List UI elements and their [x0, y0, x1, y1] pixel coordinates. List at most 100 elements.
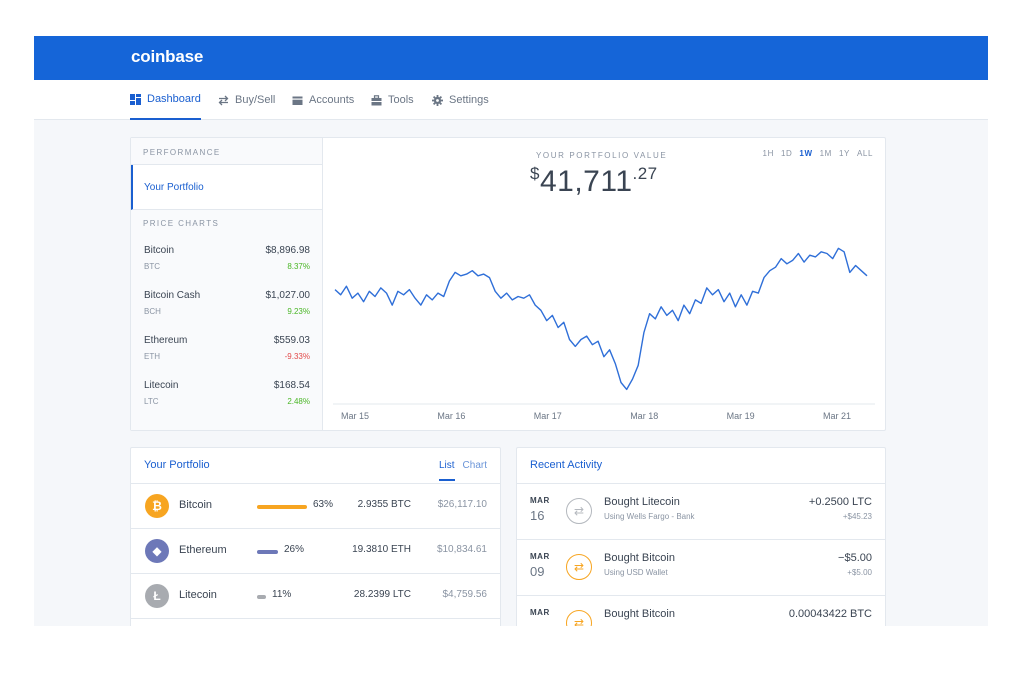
activity-usd: +$45.23 — [842, 512, 872, 521]
asset-usd-value: $4,759.56 — [442, 589, 488, 600]
portfolio-value-label: YOUR PORTFOLIO VALUE — [536, 151, 668, 160]
allocation-percent: 11% — [272, 589, 292, 600]
coin-price: $8,896.98 — [265, 245, 311, 256]
sidebar-item-ethereum[interactable]: Ethereum ETH $559.03 -9.33% — [131, 326, 322, 371]
range-1w[interactable]: 1W — [799, 149, 813, 158]
activity-amount: +0.2500 LTC — [808, 496, 872, 508]
portfolio-row-litecoin[interactable]: Ł Litecoin 11% 28.2399 LTC $4,759.56 — [131, 574, 500, 619]
x-tick-label: Mar 19 — [727, 411, 755, 421]
coin-price: $559.03 — [273, 335, 310, 346]
activity-day: 09 — [530, 564, 545, 579]
allocation-bar — [257, 505, 307, 509]
gear-icon — [432, 94, 443, 106]
coin-name: Bitcoin — [144, 245, 175, 256]
allocation-percent: 63% — [313, 499, 334, 510]
coin-symbol: BCH — [144, 307, 161, 316]
sidebar-item-bitcoin-cash[interactable]: Bitcoin Cash BCH $1,027.00 9.23% — [131, 281, 322, 326]
coin-change: 2.48% — [287, 397, 310, 406]
activity-month: MAR — [530, 608, 550, 617]
view-tabs: List Chart — [438, 460, 487, 481]
nav-dashboard[interactable]: Dashboard — [130, 80, 201, 120]
nav-tools-label: Tools — [388, 94, 414, 106]
activity-source: Using USD Wallet — [604, 568, 668, 577]
activity-source: Using Wells Fargo - Bank — [604, 512, 695, 521]
x-tick-label: Mar 16 — [437, 411, 465, 421]
nav-buy-sell[interactable]: Buy/Sell — [218, 80, 275, 120]
activity-amount: −$5.00 — [838, 552, 872, 564]
allocation-bar — [257, 595, 266, 599]
nav-accounts-label: Accounts — [309, 94, 355, 106]
x-axis-ticks: Mar 15 Mar 16 Mar 17 Mar 18 Mar 19 Mar 21 — [341, 411, 851, 421]
your-portfolio-header: Your Portfolio List Chart — [131, 448, 500, 484]
recent-activity-card: Recent Activity MAR 16 ⇄ Bought Litecoin… — [516, 447, 886, 626]
activity-month: MAR — [530, 552, 550, 561]
activity-row[interactable]: MAR ⇄ Bought Bitcoin 0.00043422 BTC — [517, 596, 885, 626]
activity-amount: 0.00043422 BTC — [788, 608, 872, 620]
range-1h[interactable]: 1H — [762, 149, 774, 158]
nav-accounts[interactable]: Accounts — [292, 80, 354, 120]
recent-activity-header: Recent Activity — [517, 448, 885, 484]
sidebar-item-bitcoin[interactable]: Bitcoin BTC $8,896.98 8.37% — [131, 236, 322, 281]
activity-row[interactable]: MAR 09 ⇄ Bought Bitcoin Using USD Wallet… — [517, 540, 885, 596]
your-portfolio-card: Your Portfolio List Chart ₿ Bitcoin 63% … — [130, 447, 501, 626]
performance-label: PERFORMANCE — [131, 138, 322, 165]
main-nav: Dashboard Buy/Sell Accounts Tools Settin… — [34, 80, 988, 120]
portfolio-line-chart[interactable]: Mar 15 Mar 16 Mar 17 Mar 18 Mar 19 Mar 21 — [327, 228, 881, 428]
activity-day: 16 — [530, 508, 545, 523]
x-tick-label: Mar 17 — [534, 411, 562, 421]
dashboard-icon — [130, 93, 141, 105]
nav-tools[interactable]: Tools — [371, 80, 414, 120]
coin-change: 8.37% — [287, 262, 310, 271]
portfolio-row-ethereum[interactable]: ◆ Ethereum 26% 19.3810 ETH $10,834.61 — [131, 529, 500, 574]
swap-arrows-icon: ⇄ — [566, 610, 592, 626]
tab-chart[interactable]: Chart — [462, 460, 487, 471]
asset-amount: 19.3810 ETH — [352, 544, 411, 555]
asset-usd-value: $10,834.61 — [436, 544, 487, 555]
portfolio-value-currency: $ — [530, 164, 540, 183]
litecoin-icon: Ł — [145, 584, 169, 608]
wallet-icon — [292, 96, 303, 105]
x-tick-label: Mar 18 — [630, 411, 658, 421]
allocation-percent: 26% — [284, 544, 305, 555]
activity-title: Bought Litecoin — [604, 496, 680, 508]
nav-dashboard-label: Dashboard — [147, 93, 201, 105]
activity-row[interactable]: MAR 16 ⇄ Bought Litecoin Using Wells Far… — [517, 484, 885, 540]
swap-arrows-icon: ⇄ — [566, 554, 592, 580]
nav-settings[interactable]: Settings — [432, 80, 489, 120]
coin-price: $168.54 — [273, 380, 310, 391]
asset-name: Litecoin — [179, 589, 217, 601]
tab-list[interactable]: List — [438, 460, 455, 481]
coin-name: Ethereum — [144, 335, 188, 346]
range-1m[interactable]: 1M — [819, 149, 832, 158]
allocation-bar — [257, 550, 278, 554]
coin-change: 9.23% — [287, 307, 310, 316]
nav-settings-label: Settings — [449, 94, 489, 106]
coin-symbol: LTC — [144, 397, 159, 406]
briefcase-icon — [371, 94, 382, 105]
asset-name: Ethereum — [179, 544, 227, 556]
nav-buy-sell-label: Buy/Sell — [235, 94, 276, 106]
your-portfolio-title: Your Portfolio — [144, 459, 210, 471]
coin-change: -9.33% — [284, 352, 310, 361]
coin-name: Bitcoin Cash — [144, 290, 201, 301]
activity-month: MAR — [530, 496, 550, 505]
range-1y[interactable]: 1Y — [838, 149, 850, 158]
coin-symbol: BTC — [144, 262, 160, 271]
coin-name: Litecoin — [144, 380, 179, 391]
asset-name: Bitcoin — [179, 499, 213, 511]
sidebar-item-litecoin[interactable]: Litecoin LTC $168.54 2.48% — [131, 371, 322, 416]
x-tick-label: Mar 15 — [341, 411, 369, 421]
sidebar-item-your-portfolio[interactable]: Your Portfolio — [131, 165, 322, 210]
range-all[interactable]: ALL — [856, 149, 873, 158]
portfolio-row-bitcoin[interactable]: ₿ Bitcoin 63% 2.9355 BTC $26,117.10 — [131, 484, 500, 529]
asset-usd-value: $26,117.10 — [437, 499, 487, 510]
x-tick-label: Mar 21 — [823, 411, 851, 421]
series-line — [334, 247, 868, 391]
sidebar: PERFORMANCE Your Portfolio PRICE CHARTS … — [131, 138, 323, 430]
asset-amount: 2.9355 BTC — [357, 499, 411, 510]
bitcoin-icon: ₿ — [145, 494, 169, 518]
coinbase-logo[interactable]: coinbase — [131, 47, 204, 66]
range-1d[interactable]: 1D — [780, 149, 793, 158]
portfolio-value-whole: 41,711 — [539, 165, 633, 198]
app-window: coinbase Dashboard Buy/Sell Accounts Too… — [34, 36, 988, 626]
